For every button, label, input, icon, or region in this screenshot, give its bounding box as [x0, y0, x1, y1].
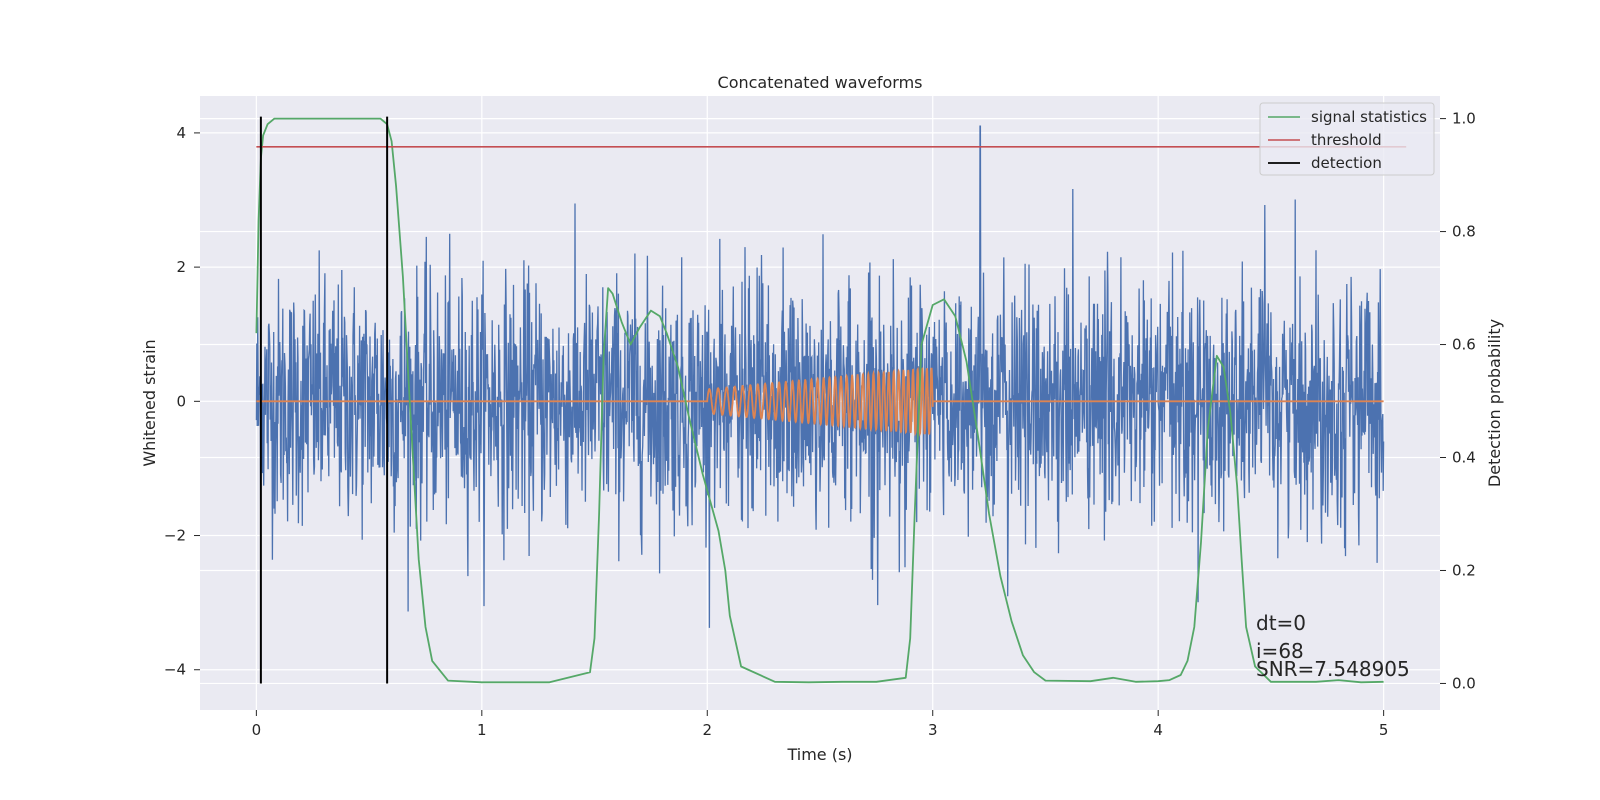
y-right-tick-label: 0.2: [1452, 561, 1476, 579]
annotation-dt: dt=0: [1256, 611, 1306, 635]
legend-signal-statistics-label: signal statistics: [1311, 108, 1427, 126]
annotation-i: i=68: [1256, 639, 1304, 663]
template-line: [256, 366, 1384, 437]
y-left-tick-label: −2: [164, 527, 186, 545]
y-axis-label-right: Detection probability: [1485, 319, 1504, 487]
y-left-tick-label: −4: [164, 661, 186, 679]
y-right-tick-label: 0.8: [1452, 223, 1476, 241]
signal-statistics-series: [255, 117, 1384, 684]
signal-statistics-line: [255, 117, 1384, 684]
strain-line: [255, 125, 1385, 628]
y-right-tick-label: 0.6: [1452, 336, 1476, 354]
template-series: [256, 366, 1384, 437]
x-tick-label: 5: [1379, 721, 1389, 739]
y-left-tick-label: 0: [176, 392, 186, 410]
x-tick-label: 1: [477, 721, 487, 739]
y-axis-label-left: Whitened strain: [140, 339, 159, 466]
annotation-snr: SNR=7.548905: [1256, 657, 1410, 681]
y-right-tick-label: 0.4: [1452, 449, 1476, 467]
strain-series: [255, 125, 1385, 628]
y-left-tick-label: 4: [176, 124, 186, 142]
chart-title: Concatenated waveforms: [718, 73, 923, 92]
legend: signal statistics threshold detection: [1259, 102, 1435, 176]
y-left-tick-label: 2: [176, 258, 186, 276]
x-tick-label: 0: [252, 721, 262, 739]
x-tick-label: 4: [1153, 721, 1163, 739]
legend-box: [1259, 102, 1435, 176]
y-right-tick-label: 0.0: [1452, 674, 1476, 692]
x-axis-label: Time (s): [786, 745, 852, 764]
axes: 0 1 2 3 4 5 −4 −2 0 2 4 0.0 0.2 0.4 0.6 0.8 1.0: [164, 110, 1476, 739]
x-tick-label: 3: [928, 721, 938, 739]
legend-threshold-label: threshold: [1311, 131, 1382, 149]
detection-series: [259, 116, 389, 684]
legend-detection-label: detection: [1311, 154, 1382, 172]
x-tick-label: 2: [702, 721, 712, 739]
y-right-tick-label: 1.0: [1452, 110, 1476, 128]
